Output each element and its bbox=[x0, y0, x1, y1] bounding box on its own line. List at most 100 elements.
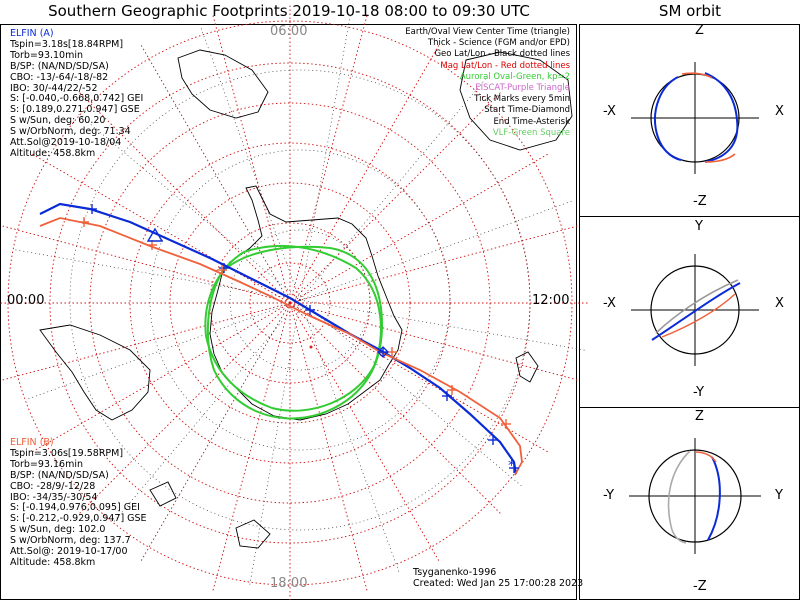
chart-title: Southern Geographic Footprints 2019-10-1… bbox=[48, 2, 530, 20]
elfin-b-line: S: [-0.212,-0.929,0.947] GSE bbox=[10, 513, 147, 525]
geo-lon-line bbox=[299, 299, 523, 487]
auroral-ovals bbox=[204, 244, 384, 420]
geo-lon-line bbox=[113, 299, 301, 523]
elfin-b-line: B/SP: (NA/ND/SD/SA) bbox=[10, 469, 109, 481]
geo-lon-line bbox=[299, 200, 573, 301]
africa-outline bbox=[177, 49, 269, 119]
legend-item: EISCAT-Purple Triangle bbox=[475, 83, 570, 94]
island-outline bbox=[149, 481, 177, 507]
geo-lon-line bbox=[27, 299, 301, 400]
created-label: Created: Wed Jan 25 17:00:28 2023 bbox=[413, 578, 584, 589]
mag-lon-line bbox=[0, 224, 291, 304]
sm-panel-1 bbox=[631, 62, 759, 174]
mag-lon-line bbox=[211, 302, 291, 593]
pole-marker bbox=[309, 345, 313, 349]
sm-orbit-b bbox=[681, 72, 713, 79]
elfin-b-name: ELFIN (B) bbox=[10, 437, 54, 448]
legend-item: Tick Marks every 5min bbox=[474, 94, 570, 105]
island-outline bbox=[235, 519, 271, 549]
legend-item: Start Time-Diamond bbox=[484, 105, 570, 116]
geo-lat-circle bbox=[69, 69, 531, 531]
sm2-axis-left: -X bbox=[603, 296, 616, 311]
elfin-b-line: Att.Sol@: 2019-10-17/00 bbox=[10, 546, 128, 558]
auroral-oval bbox=[206, 245, 384, 420]
geo-lon-line bbox=[200, 27, 301, 301]
geo-lat-circle bbox=[229, 229, 371, 371]
mag-lon-line bbox=[0, 302, 291, 382]
sm-orbit-b bbox=[661, 293, 736, 338]
geo-lon-line bbox=[299, 77, 487, 301]
mag-lon-line bbox=[29, 152, 291, 304]
sm2-axis-bottom: -Y bbox=[693, 385, 705, 400]
sm3-axis-bottom: -Z bbox=[693, 579, 707, 594]
geo-lon-line bbox=[299, 299, 400, 573]
south-america-outline bbox=[39, 324, 151, 421]
elfin-b-track bbox=[39, 217, 523, 476]
elfin-b-info: ELFIN (B) Tspin=3.06s[19.58RPM] Torb=93.… bbox=[10, 437, 147, 569]
elfin-a-line: S: [0.189,0.271,0.947] GSE bbox=[10, 104, 140, 116]
sm-orbit-a bbox=[707, 456, 721, 541]
auroral-oval bbox=[204, 244, 382, 412]
sm3-axis-left: -Y bbox=[603, 488, 615, 503]
geo-grid bbox=[14, 14, 586, 586]
legend-item: Auroral Oval-Green, kp=2 bbox=[459, 71, 570, 82]
sm1-axis-bottom: -Z bbox=[693, 194, 707, 209]
elfin-a-line: Torb=93.10min bbox=[10, 49, 84, 61]
geo-lon-line bbox=[14, 249, 301, 301]
elfin-a-line: Tspin=3.18s[18.84RPM] bbox=[10, 38, 124, 50]
start-diamond bbox=[377, 346, 389, 358]
sm3-axis-top: Z bbox=[695, 409, 704, 424]
geo-lon-line bbox=[249, 299, 301, 586]
elfin-a-line: S w/OrbNorm, deg: 71.34 bbox=[10, 126, 131, 138]
australia-outline bbox=[459, 51, 573, 151]
sm-orbit-a bbox=[651, 282, 741, 341]
sm3-axis-right: Y bbox=[775, 488, 783, 503]
legend-item: Geo Lat/Lon - Black dotted lines bbox=[434, 49, 570, 60]
geo-lon-line bbox=[299, 299, 586, 351]
elfin-b-line: S w/Sun, deg: 102.0 bbox=[10, 524, 106, 536]
elfin-b-line: Altitude: 458.8km bbox=[10, 556, 96, 568]
mag-lon-line bbox=[289, 152, 551, 304]
sm-panel-2 bbox=[631, 254, 759, 366]
mag-lon-line bbox=[139, 42, 291, 304]
elfin-b-line: S w/OrbNorm, deg: 137.7 bbox=[10, 535, 131, 547]
elfin-b-line: IBO: -34/35/-30/54 bbox=[10, 491, 98, 503]
mag-grid bbox=[0, 3, 590, 600]
elfin-a-line: S: [-0.040,-0.668,0.742] GEI bbox=[10, 93, 144, 105]
elfin-a-line: B/SP: (NA/ND/SD/SA) bbox=[10, 60, 109, 72]
elfin-b-line: Tspin=3.06s[19.58RPM] bbox=[10, 447, 124, 459]
legend: Earth/Oval View Center Time (triangle) T… bbox=[405, 27, 570, 139]
mlt-label-right: 12:00 bbox=[532, 293, 570, 308]
sm1-axis-top: Z bbox=[695, 23, 704, 38]
sm-orbit-b bbox=[655, 279, 739, 334]
elfin-a-line: Altitude: 458.8km bbox=[10, 147, 96, 159]
sm-orbit-a bbox=[654, 76, 682, 161]
sm-orbit-b bbox=[694, 451, 717, 463]
elfin-a-line: IBO: 30/-44/22/-52 bbox=[10, 82, 98, 94]
sm-orbit-a bbox=[704, 72, 739, 163]
mag-lat-circle bbox=[7, 20, 573, 586]
sm-orbit-b bbox=[667, 450, 691, 544]
elfin-b-line: CBO: -28/9/-12/28 bbox=[10, 480, 96, 492]
legend-item: End Time-Asterisk bbox=[493, 116, 570, 127]
sm1-axis-left: -X bbox=[603, 104, 616, 119]
mag-lon-line bbox=[289, 302, 503, 516]
new-zealand-outline bbox=[515, 351, 539, 383]
geo-lon-line bbox=[77, 113, 301, 301]
sm1-axis-right: X bbox=[775, 104, 784, 119]
elfin-a-track bbox=[39, 202, 518, 475]
elfin-b-line: S: [-0.194,0.976,0.095] GEI bbox=[10, 502, 140, 514]
geo-lat-circle bbox=[149, 149, 451, 451]
mlt-label-bottom: 18:00 bbox=[270, 576, 308, 591]
sm-orbit-title: SM orbit bbox=[658, 2, 722, 20]
elfin-a-line: S w/Sun, deg: 60.20 bbox=[10, 115, 106, 127]
sm2-axis-top: Y bbox=[695, 219, 703, 234]
sm-orbit-b bbox=[704, 153, 736, 163]
legend-item: Mag Lat/Lon - Red dotted lines bbox=[440, 60, 570, 71]
mlt-label-top: 06:00 bbox=[270, 24, 308, 39]
model-label: Tsyganenko-1996 bbox=[413, 567, 497, 578]
elfin-a-line: Att.Sol@2019-10-18/04 bbox=[10, 137, 122, 149]
elfin-b-line: Torb=93.16min bbox=[10, 458, 84, 470]
mag-lon-line bbox=[289, 302, 369, 593]
geo-lon-line bbox=[299, 14, 351, 301]
